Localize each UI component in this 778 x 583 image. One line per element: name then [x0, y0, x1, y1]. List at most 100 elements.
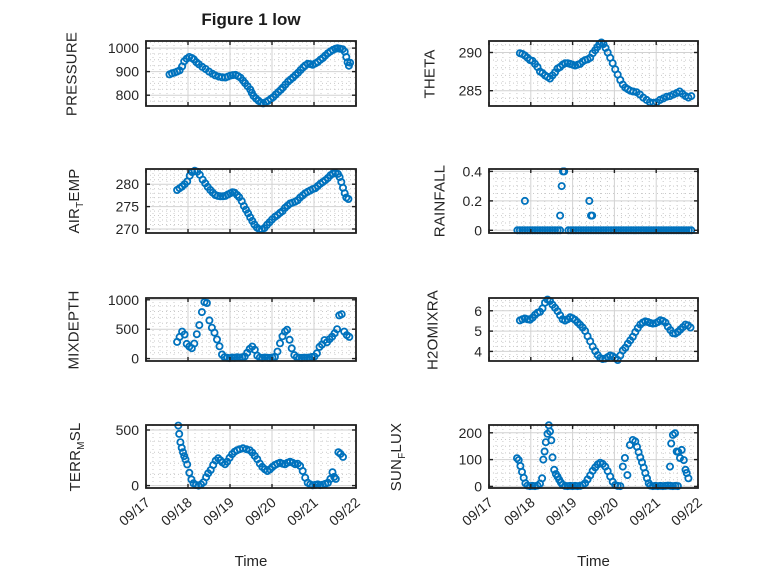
- axis-label-text: H2OMIXRA: [424, 289, 442, 370]
- x-tick-label: 09/19: [542, 494, 579, 529]
- figure-title: Figure 1 low: [201, 10, 301, 29]
- y-tick-label: 280: [116, 176, 140, 192]
- data-point: [629, 87, 638, 96]
- axes-frame: [488, 424, 699, 489]
- axis-label-text: SL: [67, 422, 84, 441]
- data-point: [539, 455, 548, 464]
- data-point: [283, 325, 292, 334]
- theta-axis-label: THETA: [422, 49, 439, 98]
- data-point: [275, 339, 284, 348]
- subplot-theta: 285 290: [459, 38, 699, 107]
- axes-frame: [145, 168, 357, 234]
- terr-msl-series: [174, 421, 347, 490]
- h2omixra-axis-label: H2OMIXRA: [425, 290, 442, 370]
- y-tick-label: 900: [116, 64, 140, 80]
- sun-flux-axis-label: SUNFLUX: [388, 422, 408, 490]
- data-point: [538, 474, 547, 483]
- subplot-air-temp: 270 275 280: [116, 166, 357, 237]
- pressure-axis-label: PRESSURE: [64, 31, 81, 115]
- data-point: [344, 194, 353, 203]
- y-tick-label: 0: [131, 478, 139, 494]
- data-point: [238, 444, 247, 453]
- data-point: [285, 335, 294, 344]
- axis-label-subscript: T: [75, 201, 86, 208]
- data-point: [346, 58, 355, 67]
- data-point: [687, 92, 696, 101]
- data-point: [212, 335, 221, 344]
- subplot-rainfall: 0 0.2 0.4: [463, 163, 699, 238]
- pressure-series: [165, 44, 355, 108]
- axis-label-text: TERR: [67, 449, 84, 491]
- y-tick-label: 4: [474, 343, 482, 359]
- data-point: [338, 452, 347, 461]
- x-axis-label-right: Time: [577, 553, 610, 570]
- rainfall-axis-label: RAINFALL: [432, 165, 449, 237]
- x-axis-label-left: Time: [234, 553, 268, 570]
- subplot-terr-msl: 0 500 09/17 09/18 09/19 09/20 09/21 09/22: [116, 421, 363, 529]
- y-tick-label: 285: [459, 83, 483, 99]
- y-tick-label: 290: [459, 45, 483, 61]
- y-tick-label: 1000: [108, 292, 139, 308]
- data-point: [686, 323, 695, 332]
- x-tick-label: 09/17: [459, 494, 496, 529]
- data-point: [662, 92, 671, 101]
- data-point: [192, 330, 201, 339]
- data-point: [197, 308, 206, 317]
- data-point: [287, 344, 296, 353]
- x-tick-label: 09/22: [668, 494, 705, 529]
- x-tick-label: 09/21: [284, 494, 321, 529]
- data-point: [195, 321, 204, 330]
- data-point: [345, 332, 354, 341]
- data-point: [273, 347, 282, 356]
- data-point: [540, 447, 549, 456]
- data-point: [340, 189, 349, 198]
- x-tick-label: 09/20: [584, 494, 621, 529]
- data-point: [557, 182, 566, 191]
- y-tick-label: 0.4: [463, 163, 483, 179]
- axes-frame: [145, 424, 357, 489]
- subplot-sun-flux: 0 100 200 09/17 09/18 09/19 09/20 09/21 09/22: [459, 421, 705, 529]
- y-tick-label: 0: [131, 351, 139, 367]
- data-point: [667, 439, 676, 448]
- data-point: [202, 473, 211, 482]
- data-point: [546, 427, 555, 436]
- axis-label-text: PRESSURE: [63, 31, 81, 116]
- data-point: [585, 196, 594, 205]
- data-point: [620, 453, 629, 462]
- data-point: [677, 445, 686, 454]
- mixdepth-axis-label: MIXDEPTH: [66, 290, 83, 369]
- data-point: [178, 448, 187, 457]
- h2omixra-series: [515, 295, 695, 364]
- data-point: [183, 460, 192, 469]
- data-point: [202, 298, 211, 307]
- data-point: [215, 342, 224, 351]
- theta-series: [515, 38, 696, 107]
- data-point: [673, 482, 682, 491]
- data-point: [671, 429, 680, 438]
- data-point: [556, 211, 565, 220]
- terr-msl-axis-label: TERRMSL: [67, 422, 87, 491]
- sun-flux-series: [513, 421, 693, 491]
- data-point: [548, 453, 557, 462]
- data-point: [333, 325, 342, 334]
- axis-label-text: AIR: [66, 207, 83, 234]
- y-tick-label: 275: [116, 199, 140, 215]
- y-tick-label: 270: [116, 221, 140, 237]
- data-point: [547, 436, 556, 445]
- y-tick-label: 0.2: [463, 193, 483, 209]
- axis-label-text: EMP: [66, 168, 83, 202]
- axis-label-text: LUX: [388, 422, 405, 453]
- subplot-pressure: 800 900 1000: [108, 40, 357, 108]
- data-point: [216, 192, 225, 201]
- axis-label-subscript: F: [397, 452, 408, 459]
- x-tick-label: 09/19: [200, 494, 237, 529]
- axes-frame: [488, 40, 699, 107]
- axis-label-text: RAINFALL: [431, 164, 449, 238]
- x-tick-label: 09/18: [501, 494, 538, 529]
- data-point: [298, 466, 307, 475]
- subplot-mixdepth: 0 500 1000: [108, 292, 357, 367]
- data-point: [616, 482, 625, 491]
- data-point: [187, 475, 196, 484]
